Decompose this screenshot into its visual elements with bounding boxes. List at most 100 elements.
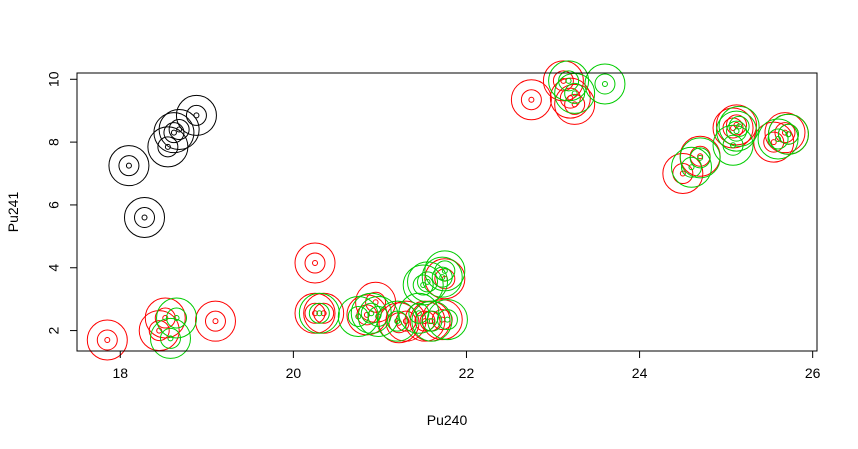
data-point [421,256,463,298]
point-ring [162,315,169,322]
point-ring [312,310,319,317]
x-tick-label: 22 [459,365,475,381]
point-ring [156,297,198,339]
point-ring [141,214,148,221]
data-point [158,109,200,151]
point-ring [444,316,451,323]
point-ring [528,96,535,103]
point-ring [767,113,809,155]
point-ring [764,112,806,154]
point-ring [164,143,171,150]
point-ring [104,337,111,344]
x-tick-label: 18 [112,365,128,381]
data-point [510,79,552,121]
point-ring [365,291,387,313]
point-ring [726,114,748,136]
x-tick-label: 24 [632,365,648,381]
point-ring [154,307,176,329]
point-ring [167,335,174,342]
y-tick-label: 2 [46,326,62,334]
point-ring [157,136,179,158]
point-ring [571,90,578,97]
data-point [554,83,596,125]
data-point [144,297,186,339]
point-ring [398,292,440,334]
point-ring [356,304,378,326]
point-ring [395,310,417,332]
point-ring [386,310,408,332]
point-ring [554,83,596,125]
point-ring [414,310,436,332]
point-ring [763,131,785,153]
point-ring [424,258,466,300]
point-ring [149,317,191,359]
point-ring [785,131,792,138]
point-ring [170,129,177,136]
y-tick-label: 10 [46,71,62,87]
point-ring [316,310,323,317]
point-ring [337,295,379,337]
data-point [662,153,704,195]
point-ring [736,123,743,130]
point-ring [716,104,758,146]
point-ring [679,170,686,177]
point-ring [118,155,140,177]
point-ring [718,105,760,147]
point-ring [730,142,737,149]
point-ring [168,119,190,141]
data-point [175,94,217,136]
x-tick-label: 20 [286,365,302,381]
point-ring [436,309,458,331]
data-point [86,319,128,361]
point-ring [402,318,409,325]
point-ring [441,267,448,274]
point-ring [313,302,335,324]
point-ring [212,318,219,325]
point-ring [173,315,180,322]
point-ring [304,302,326,324]
y-axis-label: Pu241 [5,192,21,233]
y-tick-label: 8 [46,138,62,146]
point-ring [564,93,586,115]
data-point [716,110,758,152]
point-ring [565,77,572,84]
point-ring [716,110,758,152]
point-ring [194,300,236,342]
point-ring [584,63,626,105]
y-tick-label: 4 [46,264,62,272]
point-ring [417,271,439,293]
point-ring [415,310,422,317]
point-ring [411,300,453,342]
point-ring [175,94,217,136]
point-ring [385,300,427,342]
y-tick-label: 6 [46,201,62,209]
data-point [376,300,418,342]
point-ring [144,297,186,339]
point-ring [757,118,799,160]
data-point [718,105,760,147]
point-ring [96,329,118,351]
point-ring [124,196,166,238]
point-ring [775,135,782,142]
point-ring [421,256,463,298]
x-tick-label: 26 [805,365,821,381]
x-axis-label: Pu240 [427,412,468,428]
data-point [402,264,444,306]
point-ring [726,120,748,142]
point-ring [559,87,581,109]
point-ring [728,115,750,137]
point-ring [733,128,740,135]
point-ring [510,79,552,121]
point-ring [108,145,150,187]
point-ring [767,128,789,150]
point-ring [402,264,444,306]
point-ring [153,112,195,154]
point-ring [689,147,711,169]
point-ring [594,73,616,95]
point-ring [542,60,584,102]
point-ring [662,153,704,195]
point-ring [774,122,796,144]
data-point [149,317,191,359]
point-ring [679,135,721,177]
